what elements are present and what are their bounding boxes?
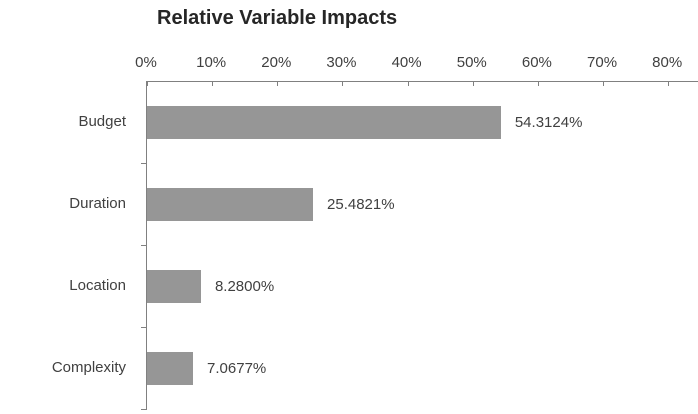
bar-value-label: 8.2800% — [214, 278, 275, 295]
x-axis-tick-label: 20% — [261, 54, 292, 71]
x-axis-tick-label: 80% — [652, 54, 683, 71]
bar-row: 54.3124% — [147, 82, 698, 164]
chart-title: Relative Variable Impacts — [157, 7, 398, 29]
bar-value-label: 54.3124% — [514, 114, 583, 131]
bar-value-label: 7.0677% — [207, 360, 267, 377]
category-label-budget: Budget — [78, 113, 126, 130]
bar-complexity — [147, 352, 194, 385]
x-axis-tick-mark — [277, 82, 279, 86]
x-axis-tick-label: 30% — [326, 54, 357, 71]
bar-row: 7.0677% — [147, 328, 698, 410]
x-axis-tick-label: 0% — [135, 54, 157, 71]
category-label-location: Location — [69, 277, 126, 294]
x-axis-tick-label: 50% — [456, 54, 487, 71]
y-axis-tick-mark — [141, 163, 146, 164]
y-axis-tick-mark — [141, 327, 146, 328]
x-axis-tick-mark — [407, 82, 409, 86]
bar-location — [147, 270, 201, 303]
x-axis-tick-label: 40% — [391, 54, 422, 71]
category-label-duration: Duration — [69, 195, 126, 212]
x-axis-tick-label: 70% — [587, 54, 618, 71]
x-axis-tick-mark — [668, 82, 670, 86]
bar-row: 25.4821% — [147, 164, 698, 246]
bar-budget — [147, 106, 501, 139]
bar-duration — [147, 188, 314, 221]
x-axis-tick-label: 60% — [521, 54, 552, 71]
x-axis-tick-mark — [212, 82, 214, 86]
x-axis-tick-label: 10% — [196, 54, 227, 71]
x-axis-tick-mark — [147, 82, 148, 86]
x-axis-tick-mark — [537, 82, 539, 86]
x-axis: 0% 10% 20% 30% 40% 50% 60% 70% 80% — [0, 54, 698, 72]
y-axis-tick-mark — [141, 409, 146, 410]
plot-area: 54.3124% 25.4821% 8.2800% 7.0677% — [141, 81, 698, 410]
y-axis-tick-mark — [141, 245, 146, 246]
bar-value-label: 25.4821% — [327, 196, 395, 213]
x-axis-tick-mark — [342, 82, 344, 86]
category-label-complexity: Complexity — [51, 359, 126, 376]
x-axis-tick-mark — [472, 82, 474, 86]
x-axis-tick-mark — [603, 82, 605, 86]
bar-row: 8.2800% — [147, 246, 698, 328]
